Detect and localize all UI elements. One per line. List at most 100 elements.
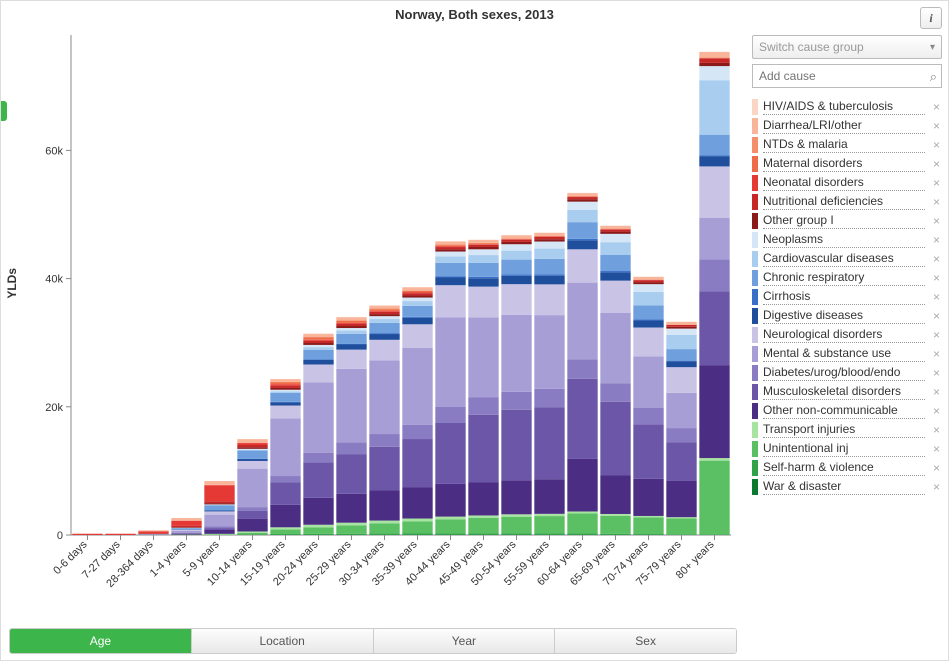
legend-remove-icon[interactable]: × — [931, 328, 942, 342]
legend-remove-icon[interactable]: × — [931, 461, 942, 475]
bar-segment[interactable] — [369, 312, 399, 314]
bar-segment[interactable] — [204, 505, 234, 510]
bar-segment[interactable] — [633, 517, 663, 534]
bar-segment[interactable] — [369, 309, 399, 310]
bar-segment[interactable] — [402, 348, 432, 425]
bar-segment[interactable] — [336, 350, 366, 369]
bar-segment[interactable] — [534, 237, 564, 239]
bar-segment[interactable] — [633, 305, 663, 319]
legend-remove-icon[interactable]: × — [931, 271, 942, 285]
cause-group-select[interactable]: Switch cause group ▾ — [752, 35, 942, 59]
bar-segment[interactable] — [567, 193, 597, 196]
bar-segment[interactable] — [534, 533, 564, 535]
legend-label[interactable]: Maternal disorders — [763, 156, 925, 172]
bar-segment[interactable] — [699, 135, 729, 156]
bar-segment[interactable] — [633, 424, 663, 478]
bar-segment[interactable] — [468, 244, 498, 245]
bar-segment[interactable] — [336, 534, 366, 535]
bar-segment[interactable] — [435, 533, 465, 535]
bar-segment[interactable] — [204, 534, 234, 535]
bar-segment[interactable] — [435, 317, 465, 407]
bar-segment[interactable] — [600, 476, 630, 514]
bar-segment[interactable] — [534, 274, 564, 275]
bar-segment[interactable] — [666, 442, 696, 480]
bar-segment[interactable] — [204, 501, 234, 503]
legend-label[interactable]: Other non-communicable — [763, 403, 925, 419]
bar-segment[interactable] — [402, 287, 432, 290]
bar-segment[interactable] — [699, 534, 729, 535]
bar-segment[interactable] — [501, 239, 531, 240]
bar-segment[interactable] — [666, 329, 696, 335]
bar-segment[interactable] — [336, 443, 366, 455]
bar-segment[interactable] — [633, 408, 663, 425]
bar-segment[interactable] — [567, 202, 597, 210]
bar-segment[interactable] — [534, 389, 564, 408]
bar-segment[interactable] — [435, 246, 465, 247]
legend-label[interactable]: Transport injuries — [763, 422, 925, 438]
legend-label[interactable]: Musculoskeletal disorders — [763, 384, 925, 400]
bar-segment[interactable] — [303, 337, 333, 340]
bar-segment[interactable] — [666, 481, 696, 518]
tab-age[interactable]: Age — [10, 629, 192, 653]
bar-segment[interactable] — [303, 345, 333, 347]
bar-segment[interactable] — [369, 534, 399, 535]
bar-segment[interactable] — [666, 428, 696, 442]
bar-segment[interactable] — [270, 527, 300, 529]
bar-segment[interactable] — [435, 278, 465, 286]
bar-segment[interactable] — [138, 531, 168, 533]
legend-remove-icon[interactable]: × — [931, 138, 942, 152]
bar-segment[interactable] — [105, 534, 135, 535]
bar-segment[interactable] — [270, 391, 300, 393]
bar-segment[interactable] — [534, 236, 564, 237]
bar-segment[interactable] — [237, 451, 267, 459]
bar-segment[interactable] — [369, 309, 399, 311]
bar-segment[interactable] — [270, 482, 300, 504]
bar-segment[interactable] — [237, 511, 267, 519]
bar-segment[interactable] — [237, 439, 267, 442]
bar-segment[interactable] — [402, 487, 432, 518]
bar-segment[interactable] — [402, 519, 432, 522]
bar-segment[interactable] — [666, 367, 696, 393]
bar-segment[interactable] — [237, 519, 267, 532]
bar-segment[interactable] — [336, 523, 366, 526]
bar-segment[interactable] — [633, 516, 663, 517]
legend-label[interactable]: Neonatal disorders — [763, 175, 925, 191]
bar-segment[interactable] — [666, 517, 696, 518]
bar-segment[interactable] — [468, 317, 498, 397]
bar-segment[interactable] — [171, 534, 201, 535]
bar-segment[interactable] — [369, 334, 399, 340]
legend-label[interactable]: HIV/AIDS & tuberculosis — [763, 99, 925, 115]
bar-segment[interactable] — [303, 463, 333, 498]
legend-label[interactable]: Digestive diseases — [763, 308, 925, 324]
bar-segment[interactable] — [204, 515, 234, 527]
bar-segment[interactable] — [369, 434, 399, 447]
bar-segment[interactable] — [138, 530, 168, 531]
bar-segment[interactable] — [666, 361, 696, 362]
bar-segment[interactable] — [336, 344, 366, 345]
bar-segment[interactable] — [171, 526, 201, 527]
bar-segment[interactable] — [633, 279, 663, 280]
bar-segment[interactable] — [666, 322, 696, 324]
bar-segment[interactable] — [666, 349, 696, 361]
bar-segment[interactable] — [402, 295, 432, 297]
bar-segment[interactable] — [468, 482, 498, 515]
bar-segment[interactable] — [600, 232, 630, 234]
bar-segment[interactable] — [699, 63, 729, 66]
bar-segment[interactable] — [270, 386, 300, 388]
bar-segment[interactable] — [501, 517, 531, 534]
bar-segment[interactable] — [567, 283, 597, 360]
bar-segment[interactable] — [699, 80, 729, 134]
legend-remove-icon[interactable]: × — [931, 252, 942, 266]
bar-segment[interactable] — [600, 383, 630, 402]
bar-segment[interactable] — [600, 234, 630, 242]
bar-segment[interactable] — [171, 518, 201, 521]
bar-segment[interactable] — [435, 517, 465, 520]
bar-segment[interactable] — [402, 293, 432, 295]
bar-segment[interactable] — [369, 323, 399, 333]
bar-segment[interactable] — [237, 459, 267, 461]
bar-segment[interactable] — [369, 447, 399, 491]
bar-segment[interactable] — [468, 244, 498, 245]
legend-remove-icon[interactable]: × — [931, 404, 942, 418]
bar-segment[interactable] — [237, 469, 267, 507]
bar-segment[interactable] — [336, 328, 366, 331]
